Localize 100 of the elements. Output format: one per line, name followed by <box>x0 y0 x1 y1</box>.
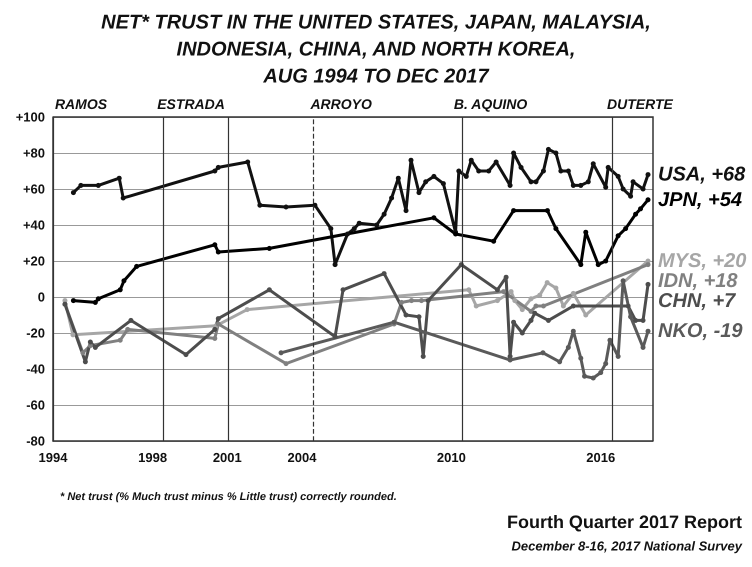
point <box>88 340 93 344</box>
point <box>78 182 84 188</box>
x-tick-label: 1994 <box>38 450 68 465</box>
point <box>628 194 634 199</box>
y-tick-label: 0 <box>38 290 45 304</box>
point <box>456 168 462 174</box>
point <box>630 179 636 184</box>
point <box>212 336 218 341</box>
point <box>118 287 123 292</box>
point <box>570 290 576 296</box>
point <box>520 307 525 312</box>
point <box>257 202 262 208</box>
point <box>486 168 492 174</box>
point <box>418 298 424 304</box>
point <box>616 174 621 179</box>
point <box>504 274 509 280</box>
point <box>216 164 221 170</box>
x-tick-label: 2001 <box>212 450 242 465</box>
point <box>606 164 611 170</box>
point <box>553 150 558 156</box>
point <box>278 350 284 356</box>
point <box>537 292 542 298</box>
point <box>501 289 506 294</box>
point <box>598 370 604 376</box>
point <box>216 250 221 254</box>
point <box>518 164 524 170</box>
point <box>540 168 546 174</box>
point <box>633 318 638 323</box>
series-label: MYS, +20 <box>658 250 746 272</box>
y-tick-label: +80 <box>22 146 45 160</box>
point <box>557 359 562 364</box>
y-tick-label: -80 <box>26 434 45 448</box>
point <box>533 179 538 184</box>
x-tick-label: 2004 <box>288 450 318 465</box>
series-label: JPN, +54 <box>658 188 742 211</box>
point <box>616 354 621 359</box>
point <box>640 318 646 323</box>
point <box>623 226 628 232</box>
chart-title: NET* TRUST IN THE UNITED STATES, JAPAN, MALAYSIA, INDONESIA, CHINA, AND NORTH KOREA, AUG 1994 TO DEC 2017 <box>101 12 651 88</box>
point <box>328 226 334 232</box>
y-tick-label: -40 <box>26 362 45 376</box>
point <box>626 304 631 308</box>
point <box>494 287 500 292</box>
point <box>409 298 414 304</box>
point <box>533 304 538 308</box>
point <box>431 215 436 220</box>
ref-line-label: RAMOS <box>54 96 108 112</box>
point <box>528 179 534 184</box>
series-label: CHN, +7 <box>658 290 736 312</box>
point <box>570 182 576 188</box>
point <box>553 226 558 232</box>
point <box>616 233 621 238</box>
point <box>70 190 76 196</box>
point <box>512 298 518 304</box>
point <box>399 300 404 305</box>
point <box>244 307 250 312</box>
point <box>596 262 601 268</box>
point <box>566 344 571 350</box>
point <box>566 168 571 174</box>
y-tick-label: -20 <box>26 326 45 340</box>
point <box>423 179 428 184</box>
point <box>332 334 338 340</box>
point <box>578 182 584 188</box>
point <box>121 278 126 284</box>
point <box>546 146 551 152</box>
ref-line-label: ESTRADA <box>157 96 225 112</box>
point <box>532 310 538 316</box>
x-tick-label: 2010 <box>436 450 466 465</box>
y-tick-label: +20 <box>22 254 45 268</box>
point <box>646 328 651 334</box>
point <box>628 314 634 320</box>
y-tick-label: +60 <box>22 182 45 196</box>
point <box>528 318 534 323</box>
point <box>340 287 346 292</box>
point <box>356 220 362 226</box>
point <box>212 242 218 248</box>
point <box>508 289 514 294</box>
point <box>216 316 221 322</box>
point <box>284 361 289 366</box>
point <box>374 222 380 228</box>
point <box>603 258 608 264</box>
text: December 8-16, 2017 National Survey <box>511 538 743 554</box>
point <box>404 312 409 318</box>
series-label: USA, +68 <box>658 164 746 186</box>
point <box>603 184 608 190</box>
point <box>382 271 387 276</box>
ref-line-label: B. AQUINO <box>454 96 528 112</box>
point <box>440 181 446 186</box>
point <box>494 298 500 304</box>
point <box>586 179 591 184</box>
x-tick-label: 1998 <box>138 450 168 465</box>
point <box>558 168 564 174</box>
point <box>92 300 98 305</box>
point <box>511 208 516 214</box>
point <box>420 354 426 359</box>
series-label: NKO, -19 <box>658 320 744 342</box>
point <box>646 197 651 202</box>
point <box>553 286 558 290</box>
point <box>544 208 550 214</box>
point <box>92 344 98 350</box>
